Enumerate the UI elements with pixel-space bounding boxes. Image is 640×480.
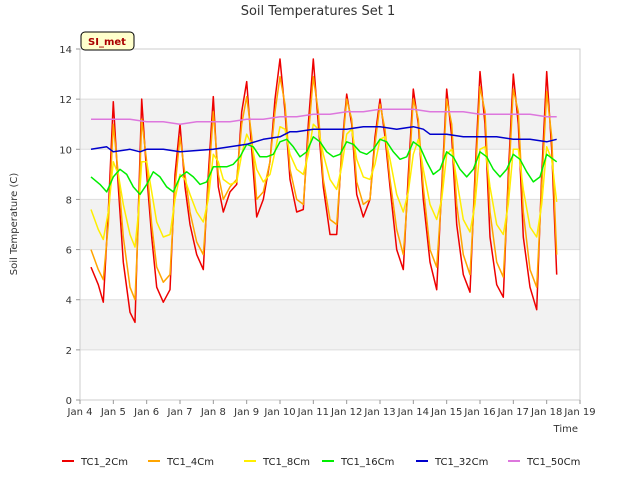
x-tick-label: Jan 15: [430, 407, 462, 418]
legend-label: TC1_16Cm: [340, 457, 394, 468]
x-axis-ticks: Jan 4 Jan 5 Jan 6 Jan 7 Jan 8 Jan 9 Jan 10 Jan …: [67, 400, 596, 418]
x-tick-label: Jan 6: [133, 407, 159, 418]
y-tick-label: 0: [66, 396, 72, 407]
legend-label: TC1_2Cm: [80, 457, 128, 468]
legend: TC1_2Cm TC1_4Cm TC1_8Cm TC1_16Cm TC1_32Cm TC1…: [62, 457, 580, 468]
y-tick-label: 10: [59, 145, 72, 156]
series-lines: [90, 58, 558, 324]
grid-band: [80, 49, 580, 100]
x-tick-label: Jan 8: [200, 407, 226, 418]
station-badge: SI_met: [80, 31, 135, 51]
chart-title: Soil Temperatures Set 1: [241, 4, 396, 19]
x-tick-label: Jan 16: [463, 407, 495, 418]
x-tick-label: Jan 4: [67, 407, 93, 418]
x-tick-label: Jan 12: [330, 407, 362, 418]
x-tick-label: Jan 7: [167, 407, 193, 418]
y-tick-label: 6: [66, 246, 72, 257]
y-tick-label: 12: [59, 95, 72, 106]
x-tick-label: Jan 10: [263, 407, 295, 418]
x-tick-label: Jan 5: [100, 407, 126, 418]
legend-label: TC1_32Cm: [434, 457, 488, 468]
x-tick-label: Jan 14: [397, 407, 429, 418]
x-tick-label: Jan 13: [363, 407, 395, 418]
x-tick-label: Jan 9: [233, 407, 259, 418]
x-tick-label: Jan 18: [530, 407, 562, 418]
legend-label: TC1_4Cm: [166, 457, 214, 468]
series-line-tc1_50cm: [91, 108, 557, 125]
grid-band: [80, 99, 580, 150]
series-line-tc1_32cm: [90, 125, 557, 153]
y-axis-ticks: 0 2 4 6 8 10 12 14: [59, 45, 80, 407]
plot-area-border: [79, 48, 581, 401]
station-badge-box: [80, 31, 135, 51]
y-tick-label: 2: [66, 346, 72, 357]
station-label: SI_met: [88, 37, 126, 48]
grid-bands: [80, 48, 580, 401]
legend-label: TC1_50Cm: [526, 457, 580, 468]
grid-band: [80, 299, 580, 350]
x-tick-label: Jan 19: [563, 407, 595, 418]
legend-label: TC1_8Cm: [262, 457, 310, 468]
grid-band: [80, 149, 580, 200]
x-tick-label: Jan 17: [497, 407, 529, 418]
y-axis-label: Soil Temperature (C): [9, 173, 20, 276]
x-tick-label: Jan 11: [297, 407, 329, 418]
series-line-tc1_16cm: [90, 136, 558, 196]
grid-band: [80, 349, 580, 400]
y-tick-label: 8: [66, 195, 72, 206]
y-tick-label: 4: [66, 296, 72, 307]
x-axis-label: Time: [553, 424, 578, 435]
y-tick-label: 14: [59, 45, 72, 56]
